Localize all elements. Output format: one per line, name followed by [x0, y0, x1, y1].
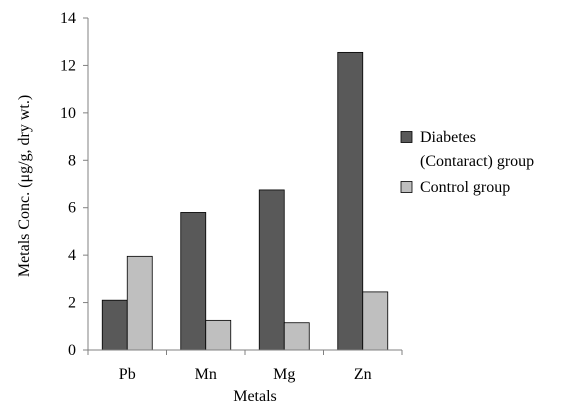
plot-area	[101, 51, 389, 351]
bar-control-mn	[205, 319, 232, 351]
bar-diabetes-mn	[180, 212, 207, 351]
bar-control-mg	[283, 322, 310, 351]
y-tick-label: 4	[68, 247, 76, 264]
bar-control-zn	[362, 291, 389, 351]
y-axis-title: Metals Conc. (μg/g, dry wt.)	[16, 95, 33, 277]
legend: Diabetes (Contaract) group Control group	[400, 129, 534, 196]
legend-label-control: Control group	[420, 179, 510, 196]
bar-control-pb	[126, 255, 153, 351]
y-tick-label: 2	[68, 295, 76, 312]
x-tick-label: Pb	[119, 366, 136, 383]
y-tick-label: 8	[68, 152, 76, 169]
bar-diabetes-mg	[258, 189, 285, 351]
x-tick-label: Zn	[354, 366, 372, 383]
x-axis-title: Metals	[233, 388, 277, 405]
legend-label-diabetes: Diabetes (Contaract) group	[420, 129, 534, 170]
y-tick-label: 0	[68, 342, 76, 359]
y-tick-label: 6	[68, 200, 76, 217]
legend-swatch-diabetes	[400, 131, 413, 143]
x-tick-label: Mg	[273, 366, 295, 383]
x-tick-label: Mn	[195, 366, 217, 383]
y-tick-label: 10	[60, 105, 76, 122]
bar-diabetes-pb	[101, 299, 128, 351]
y-tick-label: 12	[60, 57, 76, 74]
legend-swatch-control	[400, 181, 413, 193]
y-tick-label: 14	[60, 10, 76, 27]
bar-diabetes-zn	[337, 51, 364, 351]
axes: 0 2 4 6 8 10 12 14 Pb Mn Mg Zn	[60, 10, 403, 383]
